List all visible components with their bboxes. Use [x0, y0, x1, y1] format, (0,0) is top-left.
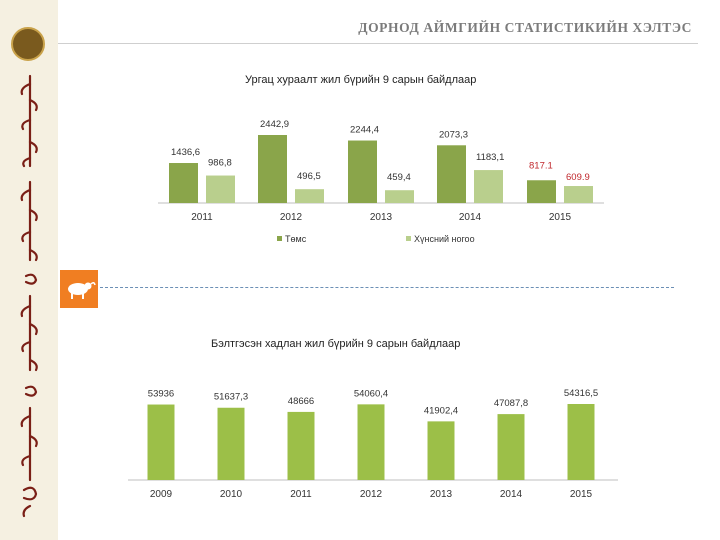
chart2-xtick-2015: 2015	[570, 489, 593, 500]
chart1-xtick-2013: 2013	[370, 212, 393, 223]
chart1-xtick-2011: 2011	[191, 212, 213, 223]
chart2-bar-2009	[147, 404, 175, 480]
chart2-label-2015: 54316,5	[564, 388, 598, 399]
chart2-bar-2010	[217, 407, 245, 480]
chart1-bar-2015-s1	[564, 186, 593, 203]
chart1-bar-2014-s1	[474, 170, 503, 203]
chart1-legend-label-0: Төмс	[285, 234, 307, 244]
chart1-bar-2012-s1	[295, 189, 324, 203]
chart1-xtick-2015: 2015	[549, 212, 572, 223]
chart1-label-2014-s1: 1183,1	[476, 152, 504, 163]
chart1-title: Ургац хураалт жил бүрийн 9 сарын байдлаа…	[245, 74, 477, 86]
chart2-xtick-2013: 2013	[430, 489, 453, 500]
chart2-label-2010: 51637,3	[214, 392, 248, 403]
chart1-legend-swatch-1	[406, 236, 411, 241]
chart1-label-2011-s1: 986,8	[208, 158, 232, 169]
chart2-title: Бэлтгэсэн хадлан жил бүрийн 9 сарын байд…	[211, 338, 461, 350]
chart1-legend-label-1: Хүнсний ногоо	[414, 234, 475, 244]
chart1-label-2012-s0: 2442,9	[260, 119, 289, 130]
chart2-label-2009: 53936	[148, 389, 174, 400]
chart2-xtick-2012: 2012	[360, 489, 383, 500]
chart1-label-2013-s1: 459,4	[387, 172, 411, 183]
header-title: ДОРНОД АЙМГИЙН СТАТИСТИКИЙН ХЭЛТЭС	[358, 20, 692, 35]
chart1-label-2015-s0: 817.1	[529, 160, 553, 171]
chart2-xtick-2011: 2011	[290, 489, 312, 500]
chart1-bar-2014-s0	[437, 145, 466, 203]
chart2-xtick-2009: 2009	[150, 489, 173, 500]
chart1-bar-2011-s1	[206, 175, 235, 203]
chart1-label-2013-s0: 2244,4	[350, 125, 379, 136]
header-divider	[58, 43, 698, 44]
chart1-bar-2015-s0	[527, 180, 556, 203]
mongolian-script-decoration	[20, 74, 38, 518]
sheep-icon	[60, 270, 98, 308]
chart1-label-2012-s1: 496,5	[297, 171, 321, 182]
chart1-label-2011-s0: 1436,6	[171, 147, 200, 158]
chart1-xtick-2014: 2014	[459, 212, 482, 223]
chart1-label-2014-s0: 2073,3	[439, 129, 468, 140]
chart2-bar-2011	[287, 411, 315, 480]
chart2-bar-2012	[357, 404, 385, 480]
chart2-xtick-2010: 2010	[220, 489, 243, 500]
chart2-xtick-2014: 2014	[500, 489, 523, 500]
chart1-bar-2013-s1	[385, 190, 414, 203]
chart1-legend-swatch-0	[277, 236, 282, 241]
chart1-xtick-2012: 2012	[280, 212, 303, 223]
chart2-bar-2015	[567, 404, 595, 480]
chart2-bar-2013	[427, 421, 455, 480]
chart2-bar-2014	[497, 414, 525, 480]
chart1-bar-2012-s0	[258, 135, 287, 203]
section-divider	[100, 287, 674, 288]
chart2-label-2011: 48666	[288, 396, 314, 407]
chart1-label-2015-s1: 609.9	[566, 172, 590, 183]
chart2-label-2012: 54060,4	[354, 388, 388, 399]
logo-emblem-icon	[11, 27, 45, 61]
chart1-bar-2011-s0	[169, 163, 198, 203]
chart2-label-2014: 47087,8	[494, 398, 528, 409]
chart2-label-2013: 41902,4	[424, 405, 458, 416]
chart1-bar-2013-s0	[348, 140, 377, 203]
